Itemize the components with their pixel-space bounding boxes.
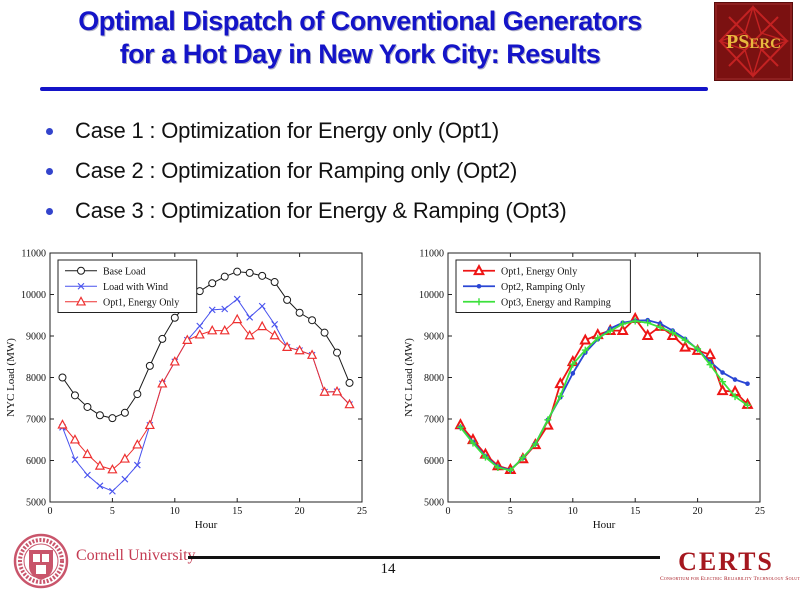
svg-text:20: 20 (295, 506, 305, 517)
list-item: Case 2 : Optimization for Ramping only (… (46, 158, 746, 184)
chart-optimization-comparison-right: 0 5 10 15 20 25 5000 6000 7000 8000 9000 10000 11000… (403, 248, 765, 531)
svg-text:Opt1, Energy Only: Opt1, Energy Only (103, 297, 179, 308)
svg-text:Load with Wind: Load with Wind (103, 282, 168, 293)
svg-text:10: 10 (170, 506, 180, 517)
svg-text:Opt1, Energy Only: Opt1, Energy Only (501, 266, 577, 277)
svg-text:7000: 7000 (26, 414, 46, 425)
bullet-icon (46, 168, 53, 175)
svg-text:20: 20 (693, 506, 703, 517)
svg-text:5: 5 (508, 506, 513, 517)
svg-text:15: 15 (630, 506, 640, 517)
svg-text:0: 0 (446, 506, 451, 517)
svg-text:Base Load: Base Load (103, 266, 146, 277)
svg-text:8000: 8000 (26, 373, 46, 384)
svg-text:7000: 7000 (424, 414, 444, 425)
svg-text:Opt3, Energy and Ramping: Opt3, Energy and Ramping (501, 297, 611, 308)
list-item: Case 3 : Optimization for Energy & Rampi… (46, 198, 746, 224)
chart-load-curves-left: 0 5 10 15 20 25 5000 6000 7000 8000 9000 10000 11000… (5, 248, 367, 531)
certs-subtitle: Consortium for Electric Reliability Tech… (660, 576, 800, 582)
svg-text:10000: 10000 (21, 290, 46, 301)
title-line-2: for a Hot Day in New York City: Results (119, 38, 601, 69)
bullet-case2: Case 2 : Optimization for Ramping only (… (75, 158, 518, 183)
page-number: 14 (380, 561, 396, 577)
svg-text:6000: 6000 (424, 456, 444, 467)
svg-text:0: 0 (48, 506, 53, 517)
bullet-icon (46, 208, 53, 215)
bullet-list: Case 1 : Optimization for Energy only (O… (46, 118, 746, 238)
certs-wordmark: CERTS (678, 547, 774, 576)
svg-text:5000: 5000 (26, 497, 46, 508)
svg-text:9000: 9000 (424, 331, 444, 342)
svg-text:11000: 11000 (419, 248, 444, 259)
svg-text:NYC Load (MW): NYC Load (MW) (5, 338, 17, 417)
list-item: Case 1 : Optimization for Energy only (O… (46, 118, 746, 144)
svg-text:NYC Load (MW): NYC Load (MW) (403, 338, 415, 417)
cornell-university-label: Cornell University (76, 547, 196, 564)
svg-text:10: 10 (568, 506, 578, 517)
footer-divider (188, 556, 660, 559)
svg-text:Opt2, Ramping Only: Opt2, Ramping Only (501, 282, 585, 293)
certs-logo: CERTS Consortium for Electric Reliabilit… (660, 547, 800, 583)
svg-text:5000: 5000 (424, 497, 444, 508)
svg-text:11000: 11000 (21, 248, 46, 259)
title-underline (40, 87, 708, 91)
svg-text:15: 15 (232, 506, 242, 517)
svg-text:9000: 9000 (26, 331, 46, 342)
svg-text:5: 5 (110, 506, 115, 517)
svg-text:Hour: Hour (593, 519, 616, 531)
pserc-logo-text: PSERC (725, 31, 781, 53)
cornell-seal-icon (13, 533, 69, 589)
svg-text:8000: 8000 (424, 373, 444, 384)
bullet-case1: Case 1 : Optimization for Energy only (O… (75, 118, 500, 143)
pserc-logo: PSERC (714, 2, 793, 81)
pserc-star-icon (715, 3, 792, 80)
bullet-icon (46, 128, 53, 135)
svg-text:6000: 6000 (26, 456, 46, 467)
svg-text:Hour: Hour (195, 519, 218, 531)
bullet-case3: Case 3 : Optimization for Energy & Rampi… (75, 198, 567, 223)
svg-text:25: 25 (755, 506, 765, 517)
svg-text:25: 25 (357, 506, 367, 517)
title-line-1: Optimal Dispatch of Conventional Generat… (78, 6, 642, 36)
svg-text:10000: 10000 (419, 290, 444, 301)
page-title: Optimal Dispatch of Conventional Generat… (10, 5, 710, 71)
